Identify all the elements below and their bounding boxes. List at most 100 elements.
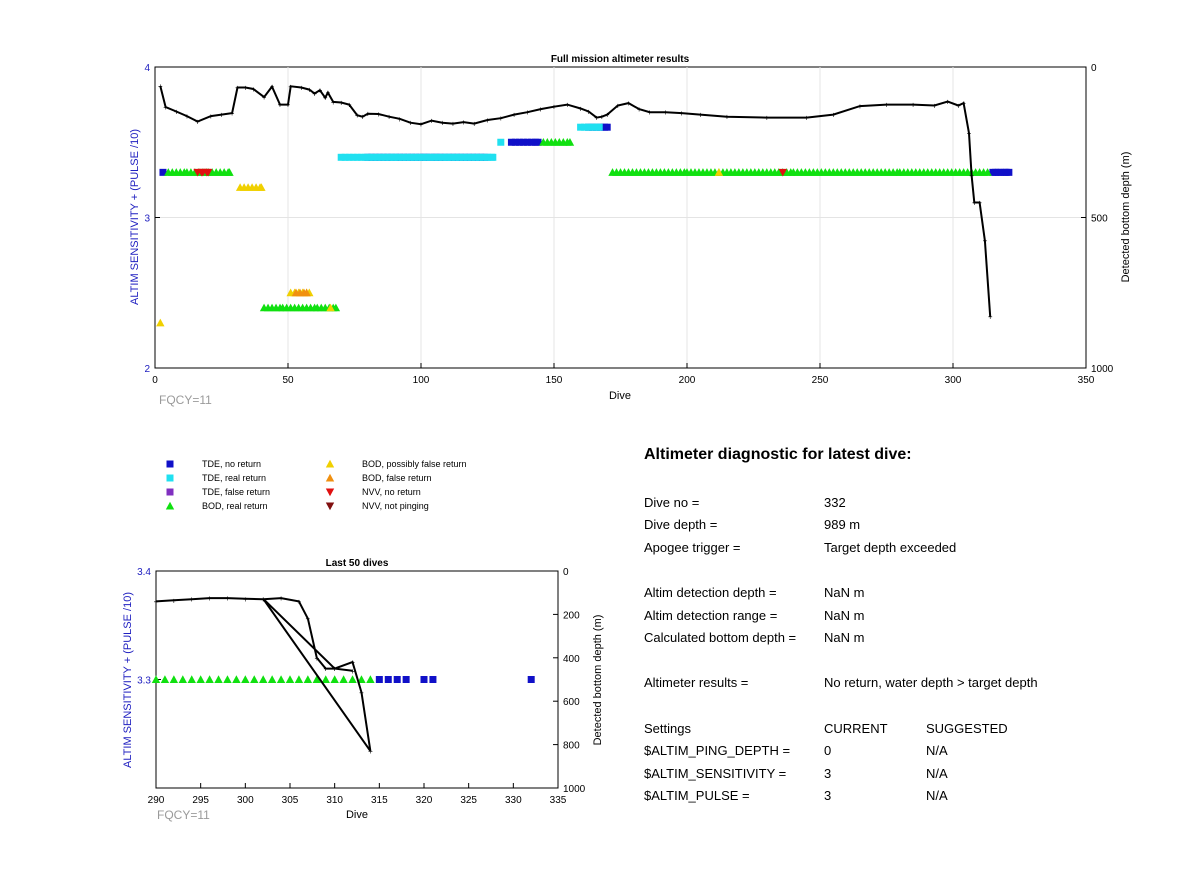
zoom-bottom-depth-line: + + + + + + + + ++++ ++++++ + [154, 594, 373, 756]
zoom-y-axis-right: 0 200 400 600 800 1000 [553, 567, 586, 795]
x-tick-label: 310 [326, 795, 343, 806]
bottom-depth-point: + [172, 596, 177, 605]
marker-square [460, 153, 468, 161]
legend-marker [325, 473, 335, 482]
marker-square [377, 153, 385, 161]
marker-triangle-up [339, 675, 348, 683]
bottom-depth-point: + [884, 101, 889, 110]
main-x-label: Dive [609, 390, 631, 402]
x-tick-label: 0 [152, 375, 158, 386]
bottom-depth-point: + [163, 103, 168, 112]
x-tick-label: 300 [237, 795, 254, 806]
legend-marker-triangle-up [325, 473, 335, 482]
y-right-tick-label: 500 [1091, 214, 1108, 225]
marker-square [390, 153, 398, 161]
marker-square [402, 676, 410, 683]
bottom-depth-point: + [538, 105, 543, 114]
bottom-depth-point: + [185, 112, 190, 121]
marker-square [603, 123, 611, 131]
y-right-tick-label: 800 [563, 741, 580, 752]
legend-label: TDE, false return [202, 487, 271, 497]
marker-square [472, 153, 480, 161]
marker-square [420, 676, 428, 683]
legend-marker [325, 502, 335, 511]
bottom-depth-point: + [158, 82, 163, 91]
bottom-depth-point: + [306, 615, 311, 624]
legend-marker [166, 488, 174, 496]
bottom-depth-point: + [461, 118, 466, 127]
bottom-depth-point: + [983, 237, 988, 246]
marker-triangle-up [285, 675, 295, 683]
marker-triangle-up [160, 675, 170, 683]
bottom-depth-point: + [647, 108, 652, 117]
bottom-depth-point: + [626, 99, 631, 108]
bottom-depth-point: + [605, 111, 610, 120]
y-tick-label: 2 [144, 364, 150, 375]
marker-square [381, 153, 389, 161]
dive-depth-value: 989 m [824, 517, 861, 532]
sensitivity-label: $ALTIM_SENSITIVITY = [644, 766, 787, 781]
det-depth-row: Altim detection depth = NaN m [644, 585, 1144, 603]
settings-header-row: Settings CURRENT SUGGESTED [644, 721, 1144, 739]
x-tick-label: 295 [192, 795, 209, 806]
marker-square [448, 153, 456, 161]
marker-square [384, 676, 392, 683]
y-right-tick-label: 1000 [563, 784, 586, 795]
y-tick-label: 3.4 [137, 567, 151, 578]
main-chart-title: Full mission altimeter results [551, 54, 690, 65]
marker-square [398, 153, 406, 161]
pulse-label: $ALTIM_PULSE = [644, 788, 750, 803]
bottom-depth-point: + [679, 109, 684, 118]
calc-bottom-value: NaN m [824, 630, 865, 645]
marker-square [402, 153, 410, 161]
bottom-depth-point: + [969, 171, 974, 180]
marker-square [527, 138, 535, 146]
main-x-axis: 0 50 100 150 200 250 300 350 [152, 363, 1095, 386]
marker-square [476, 153, 484, 161]
bottom-depth-point: + [318, 86, 323, 95]
marker-square [468, 153, 476, 161]
bottom-depth-point: + [967, 129, 972, 138]
marker-triangle-down [778, 168, 787, 177]
zoom-y-label-left: ALTIM SENSITIVITY + (PULSE /10) [122, 592, 134, 768]
bottom-depth-point: + [219, 111, 224, 120]
bottom-depth-point: + [189, 595, 194, 604]
zoom-chart: Last 50 dives 290 295 300 305 310 315 320 325 33… [122, 558, 604, 822]
bottom-depth-point: + [243, 595, 248, 604]
marker-triangle-up [303, 675, 313, 683]
marker-square [523, 138, 531, 146]
marker-square [385, 153, 393, 161]
marker-square [361, 153, 369, 161]
bottom-depth-point: + [911, 101, 916, 110]
marker-triangle-up [250, 675, 259, 683]
calc-bottom-label: Calculated bottom depth = [644, 630, 797, 645]
legend-label: BOD, real return [202, 501, 268, 511]
bottom-depth-point: + [387, 113, 392, 122]
zoom-x-axis: 290 295 300 305 310 315 320 325 330 335 [148, 783, 567, 806]
dive-no-value: 332 [824, 495, 846, 510]
ping-depth-current: 0 [824, 743, 832, 758]
marker-square [345, 153, 353, 161]
legend-label: TDE, no return [202, 459, 262, 469]
bottom-depth-point: + [312, 89, 317, 98]
bottom-depth-point: + [326, 89, 331, 98]
bottom-depth-point: + [451, 120, 456, 129]
marker-square [159, 168, 167, 176]
bottom-depth-point: + [225, 594, 230, 603]
marker-square [429, 676, 437, 683]
det-range-label: Altim detection range = [644, 608, 778, 623]
bottom-depth-point: + [368, 747, 373, 756]
marker-square [369, 153, 377, 161]
bottom-depth-point: + [347, 101, 352, 110]
y-tick-label: 3 [144, 214, 150, 225]
bottom-depth-point: + [440, 119, 445, 128]
main-grid [155, 67, 1086, 368]
bottom-depth-point: + [270, 83, 275, 92]
main-markers [156, 123, 1013, 327]
pulse-suggested: N/A [926, 788, 948, 803]
marker-square [341, 153, 349, 161]
bottom-depth-point: + [429, 117, 434, 126]
pulse-row: $ALTIM_PULSE = 3 N/A [644, 788, 1144, 806]
bottom-depth-point: + [279, 594, 284, 603]
